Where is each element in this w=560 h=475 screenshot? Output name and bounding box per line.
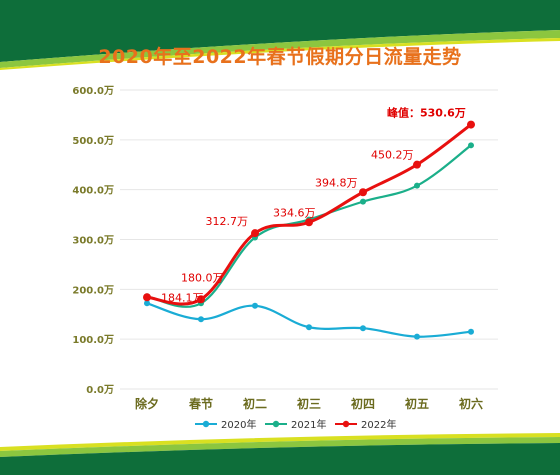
data-point [306, 324, 312, 331]
data-point [413, 160, 421, 169]
data-label: 334.6万 [273, 206, 316, 219]
data-point [468, 328, 474, 335]
legend-label: 2020年 [221, 418, 256, 431]
data-point [305, 218, 313, 227]
data-point [143, 293, 151, 302]
x-tick-label: 除夕 [135, 396, 159, 411]
data-label: 394.8万 [315, 176, 358, 189]
y-tick-label: 600.0万 [72, 85, 114, 97]
data-point [468, 142, 474, 149]
data-label: 180.0万 [181, 271, 224, 284]
y-tick-label: 400.0万 [72, 185, 114, 197]
y-tick-label: 500.0万 [72, 135, 114, 147]
data-point [360, 325, 366, 332]
x-axis-ticks: 除夕 春节 初二 初三 初四 初五 初六 [135, 396, 483, 411]
data-point [198, 316, 204, 323]
data-labels: 184.1万 180.0万 312.7万 334.6万 394.8万 450.2万 峰值：5… [161, 106, 466, 305]
data-point [359, 188, 367, 197]
y-tick-label: 0.0万 [86, 384, 114, 396]
y-tick-label: 100.0万 [72, 334, 114, 346]
y-tick-label: 300.0万 [72, 235, 114, 247]
grid-lines [120, 89, 498, 390]
data-label: 峰值：530.6万 [387, 106, 466, 120]
y-tick-label: 200.0万 [72, 284, 114, 296]
data-label: 450.2万 [371, 149, 414, 162]
footer-banner [0, 433, 560, 475]
series-line [146, 302, 472, 338]
legend-marker [342, 420, 350, 428]
x-tick-label: 初六 [459, 396, 483, 411]
data-point [360, 198, 366, 205]
legend-label: 2022年 [361, 418, 396, 431]
data-label: 184.1万 [161, 291, 204, 304]
x-tick-label: 初二 [243, 396, 267, 411]
x-tick-label: 初三 [297, 396, 321, 411]
x-tick-label: 初四 [351, 396, 375, 411]
data-label: 312.7万 [206, 215, 249, 228]
series-lines [143, 120, 475, 340]
legend-label: 2021年 [291, 418, 326, 431]
data-point [467, 120, 475, 129]
data-point [414, 182, 420, 189]
data-point [144, 300, 150, 307]
legend-marker [202, 420, 210, 428]
header-banner [0, 0, 560, 70]
data-point [252, 302, 258, 309]
legend-marker [272, 420, 280, 428]
data-point [197, 295, 205, 304]
x-tick-label: 春节 [188, 396, 213, 411]
data-point [414, 333, 420, 340]
data-point [251, 229, 259, 238]
legend: 2020年 2021年 2022年 [195, 418, 396, 431]
y-axis-ticks: 0.0万 100.0万 200.0万 300.0万 400.0万 500.0万 600.0万 [72, 85, 114, 396]
x-tick-label: 初五 [405, 396, 429, 411]
chart-title: 2020年至2022年春节假期分日流量走势 [98, 46, 462, 68]
